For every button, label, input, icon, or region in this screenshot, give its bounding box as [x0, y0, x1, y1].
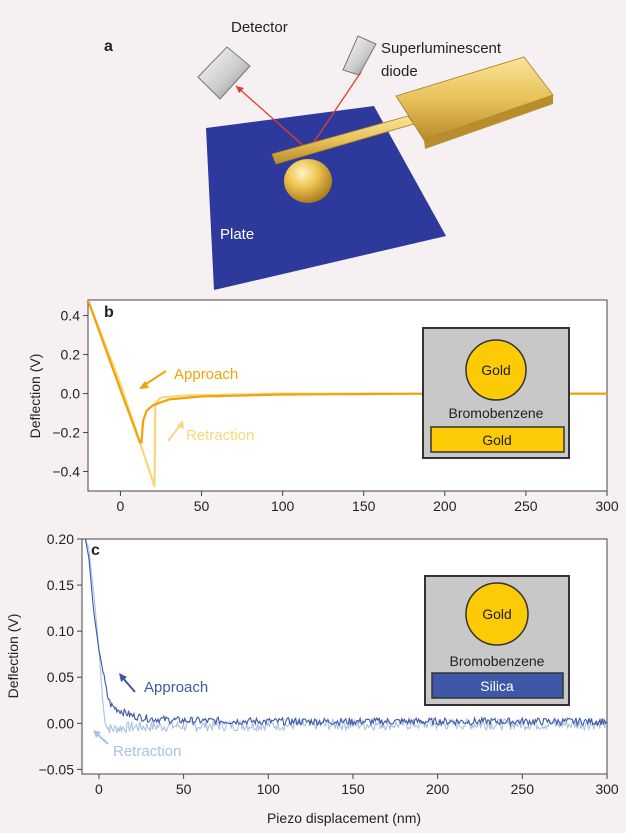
approach-arrow-b	[142, 370, 167, 387]
gold-sphere	[284, 159, 332, 203]
ylabel-b: Deflection (V)	[27, 354, 43, 439]
plate-label: Plate	[220, 226, 254, 243]
ytick-label: 0.20	[47, 531, 74, 547]
inset-substrate-label-c: Silica	[480, 678, 514, 694]
ytick-label: 0.4	[61, 308, 81, 324]
retraction-arrow-b	[167, 423, 182, 442]
laser-reflected	[235, 85, 307, 149]
ytick-label: −0.4	[52, 464, 80, 480]
panel-a-schematic: a Detector Superluminescent diode Plate	[104, 19, 554, 290]
diode-label-line1: Superluminescent	[381, 40, 502, 57]
xtick-label: 250	[514, 498, 538, 514]
chart-panel-c: −0.05 0.00 0.05 0.10 0.15 0.20 0 50 100 150 200 25…	[5, 531, 619, 826]
inset-b: Gold Bromobenzene Gold	[422, 327, 570, 459]
xtick-label: 250	[511, 781, 535, 797]
xtick-label: 300	[595, 781, 619, 797]
approach-label-c: Approach	[144, 679, 208, 696]
inset-sphere-label-b: Gold	[481, 362, 511, 378]
inset-gold-sphere-b	[465, 339, 527, 401]
inset-sphere-label-c: Gold	[482, 606, 512, 622]
inset-substrate-label-b: Gold	[482, 432, 512, 448]
ytick-label: −0.2	[52, 425, 80, 441]
chart-panel-b: −0.4 −0.2 0.0 0.2 0.4 0 50 100 150 200 250 300 b D…	[27, 299, 619, 514]
xtick-label: 150	[352, 498, 376, 514]
ytick-label: 0.10	[47, 623, 74, 639]
detector-label: Detector	[231, 19, 288, 36]
retraction-label-c: Retraction	[113, 743, 181, 760]
xtick-label: 100	[257, 781, 281, 797]
approach-label-b: Approach	[174, 366, 238, 383]
xtick-label: 200	[433, 498, 457, 514]
ytick-label: −0.05	[39, 761, 75, 777]
inset-c: Gold Bromobenzene Silica	[424, 575, 570, 706]
xtick-label: 200	[426, 781, 450, 797]
panel-c-letter: c	[91, 542, 100, 559]
inset-substrate-b	[430, 426, 565, 453]
series-retraction-c	[84, 539, 607, 734]
approach-arrow-c	[121, 676, 136, 693]
xtick-label: 150	[341, 781, 365, 797]
xtick-label: 300	[595, 498, 619, 514]
xtick-label: 0	[117, 498, 125, 514]
ytick-label: 0.05	[47, 669, 74, 685]
inset-medium-label-b: Bromobenzene	[449, 405, 544, 421]
ylabel-c: Deflection (V)	[5, 614, 21, 699]
inset-gold-sphere-c	[465, 582, 529, 646]
ytick-label: 0.0	[61, 386, 81, 402]
ytick-label: 0.00	[47, 715, 74, 731]
diode-icon	[342, 35, 377, 76]
ytick-label: 0.15	[47, 577, 74, 593]
plate	[206, 106, 446, 290]
xtick-label: 0	[95, 781, 103, 797]
diode-label-line2: diode	[381, 63, 418, 80]
laser-incident	[311, 71, 362, 146]
xlabel-c: Piezo displacement (nm)	[267, 810, 421, 826]
xtick-label: 50	[194, 498, 210, 514]
ytick-label: 0.2	[61, 347, 81, 363]
series-approach-c	[84, 539, 607, 728]
panel-a-letter: a	[104, 38, 113, 55]
detector-icon	[197, 46, 251, 100]
xtick-label: 50	[176, 781, 192, 797]
retraction-label-b: Retraction	[186, 427, 254, 444]
inset-medium-label-c: Bromobenzene	[450, 653, 545, 669]
panel-b-letter: b	[104, 304, 114, 321]
xtick-label: 100	[271, 498, 295, 514]
inset-substrate-c	[431, 672, 564, 699]
